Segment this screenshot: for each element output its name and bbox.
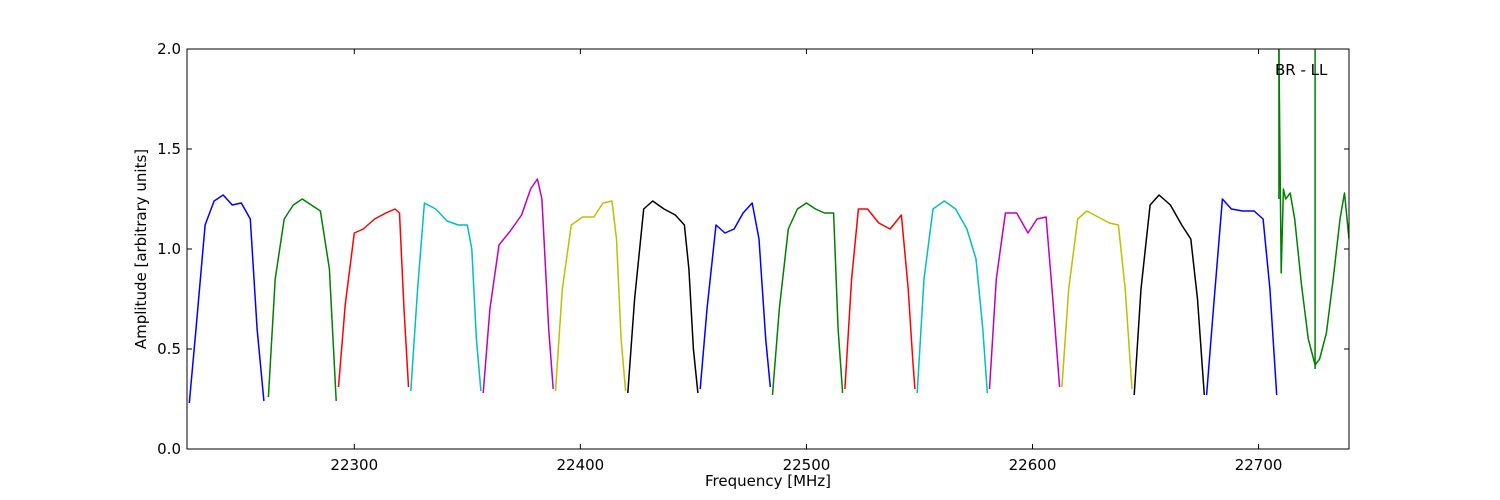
series-line-9: [771, 202, 844, 396]
x-tick-label: 22500: [783, 456, 831, 474]
x-axis-ticks: 22300 22400 22500 22600 22700: [330, 49, 1282, 474]
y-tick-label: 0.0: [157, 440, 181, 458]
series-line-4: [410, 202, 482, 392]
series-line-10: [844, 208, 916, 390]
series-line-14: [1133, 194, 1206, 396]
y-tick-label: 2.0: [157, 40, 181, 58]
series-line-8: [699, 202, 772, 390]
series-line-15: [1205, 198, 1278, 396]
series-line-2: [267, 198, 337, 402]
series-line-7: [627, 200, 699, 394]
x-tick-label: 22600: [1009, 456, 1057, 474]
y-tick-label: 1.5: [157, 140, 181, 158]
series-line-6: [554, 200, 627, 392]
x-tick-label: 22300: [330, 456, 378, 474]
y-tick-label: 1.0: [157, 240, 181, 258]
series-layer: [188, 49, 1349, 404]
y-axis-ticks: 0.0 0.5 1.0 1.5 2.0: [157, 40, 1349, 458]
series-line-16: [1278, 49, 1349, 366]
series-line-5: [482, 178, 554, 394]
series-line-11: [916, 200, 989, 394]
y-tick-label: 0.5: [157, 340, 181, 358]
y-axis-label: Amplitude [arbitrary units]: [132, 149, 150, 349]
x-tick-label: 22700: [1235, 456, 1283, 474]
series-line-1: [188, 194, 265, 404]
series-line-13: [1061, 210, 1133, 390]
series-line-12: [988, 212, 1061, 390]
x-tick-label: 22400: [557, 456, 605, 474]
series-line-3: [337, 208, 410, 388]
plot-frame: [186, 48, 1350, 450]
x-axis-label: Frequency [MHz]: [705, 472, 831, 490]
annotation-label: BR - LL: [1275, 61, 1328, 79]
